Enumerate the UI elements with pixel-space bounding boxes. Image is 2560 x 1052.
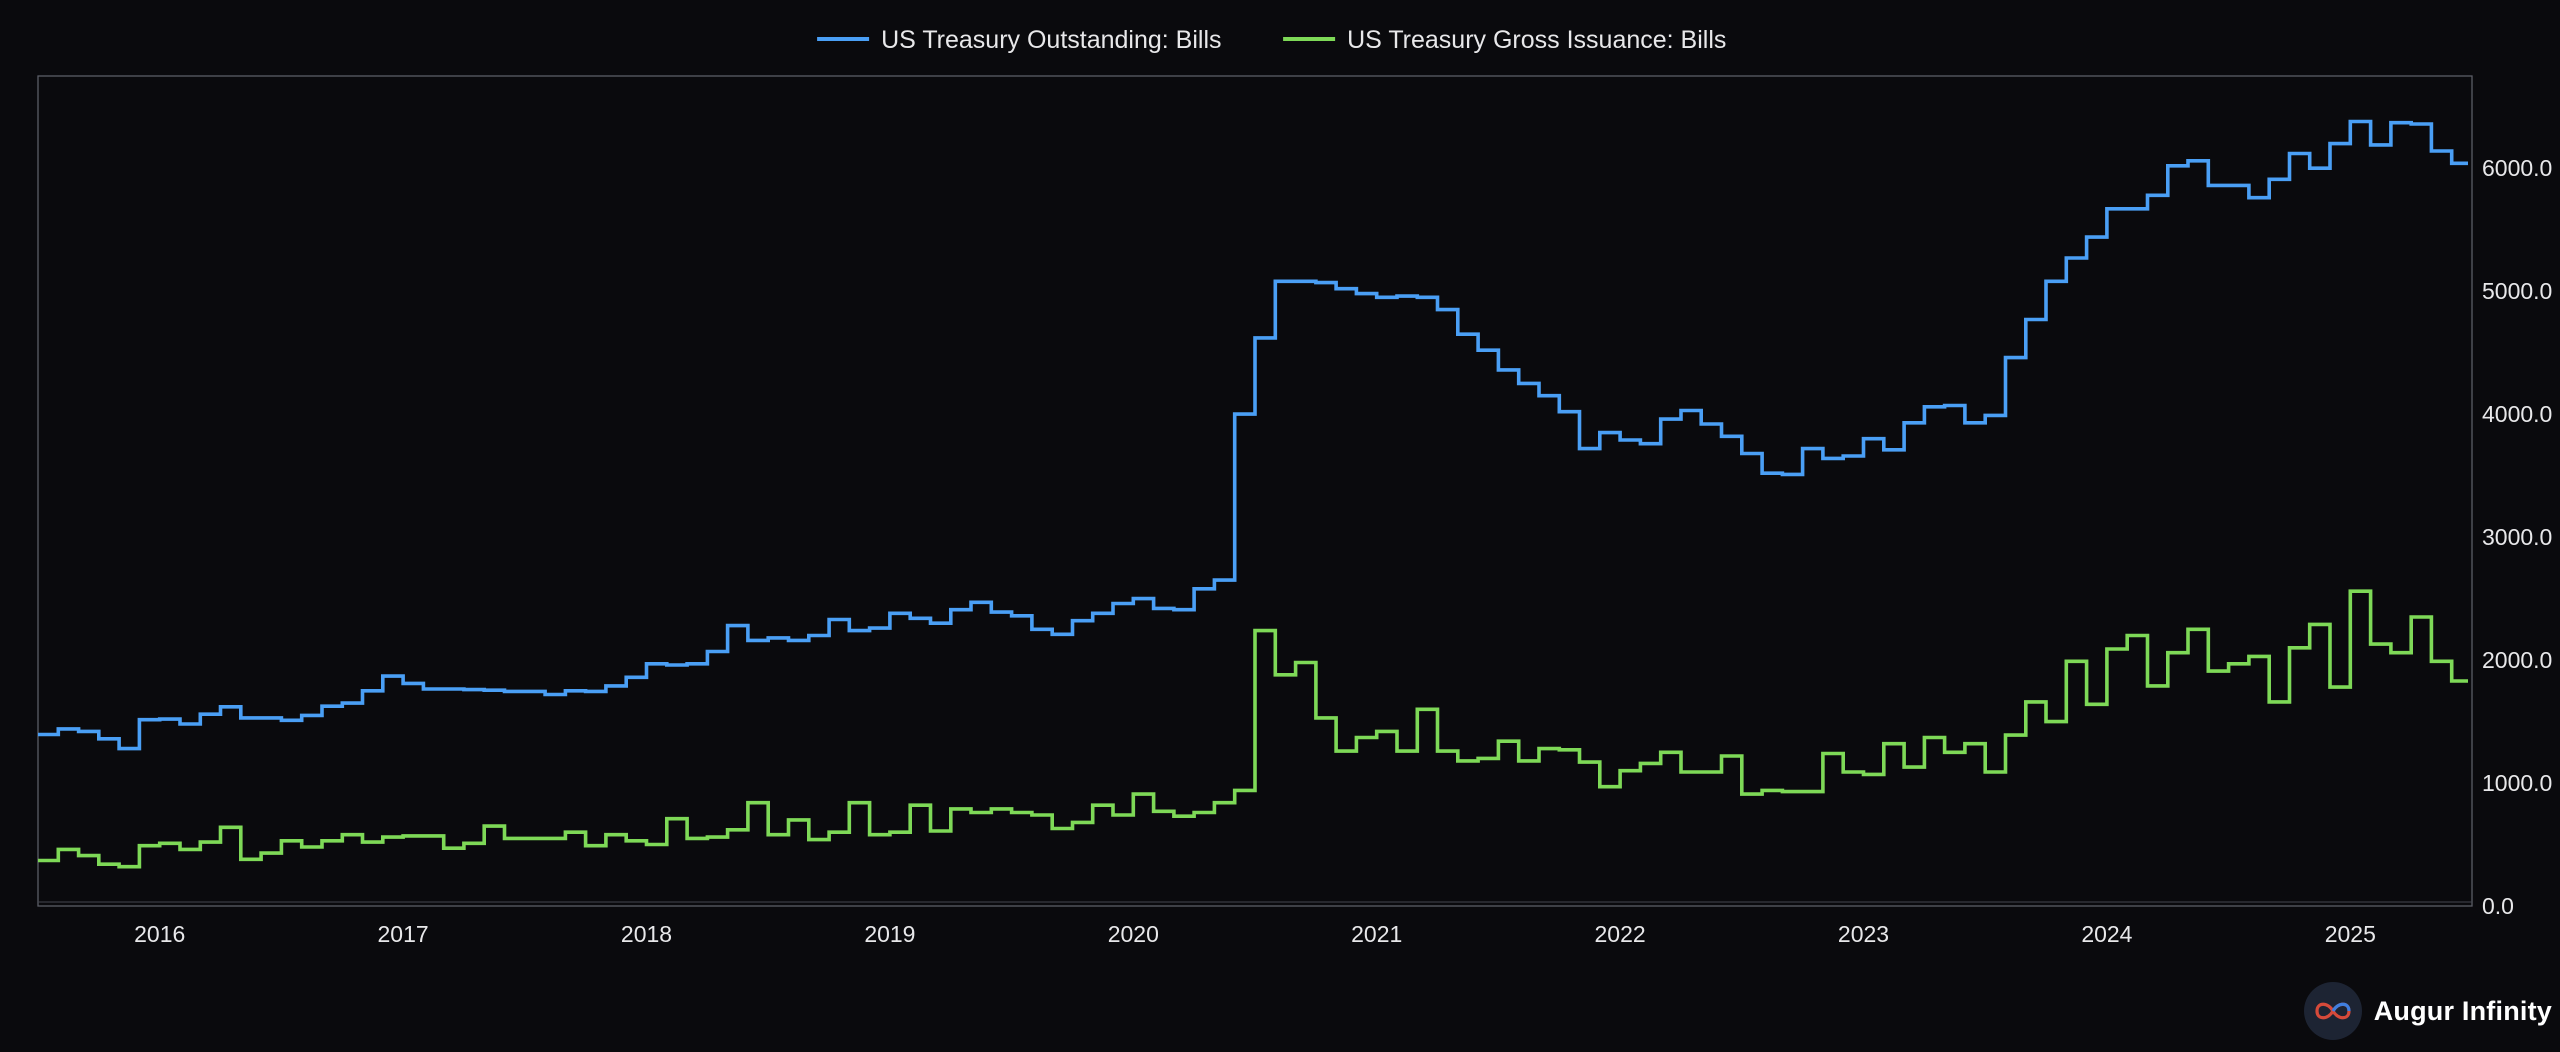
series-layer — [38, 119, 2468, 869]
y-tick-label: 6000.0 — [2482, 155, 2552, 181]
y-tick-label: 1000.0 — [2482, 770, 2552, 796]
y-tick-label: 2000.0 — [2482, 647, 2552, 673]
x-tick-label: 2020 — [1108, 921, 1159, 947]
legend-label: US Treasury Outstanding: Bills — [881, 26, 1221, 54]
x-tick-label: 2024 — [2081, 921, 2132, 947]
x-tick-label: 2021 — [1351, 921, 1402, 947]
y-tick-label: 4000.0 — [2482, 401, 2552, 427]
y-tick-label: 5000.0 — [2482, 278, 2552, 304]
x-axis-ticks: 2016 2017 2018 2019 2020 2021 2022 2023 2024 2025 — [134, 921, 2376, 947]
brand-watermark: Augur Infinity — [2303, 982, 2552, 1040]
plot-border — [37, 75, 2473, 907]
x-tick-label: 2016 — [134, 921, 185, 947]
infinity-logo-icon — [2303, 982, 2362, 1040]
brand-name: Augur Infinity — [2373, 995, 2552, 1026]
x-tick-label: 2019 — [864, 921, 915, 947]
x-tick-label: 2017 — [378, 921, 429, 947]
chart-legend: US Treasury Outstanding: Bills US Treasur… — [817, 26, 1726, 54]
y-axis-ticks: 0.0 1000.0 2000.0 3000.0 4000.0 5000.0 6000.0 — [2482, 155, 2552, 919]
x-tick-label: 2023 — [1838, 921, 1889, 947]
y-tick-label: 3000.0 — [2482, 524, 2552, 550]
plot-frame — [37, 75, 2473, 907]
x-tick-label: 2022 — [1595, 921, 1646, 947]
x-tick-label: 2025 — [2325, 921, 2376, 947]
x-tick-label: 2018 — [621, 921, 672, 947]
series-line-1 — [38, 589, 2468, 869]
y-tick-label: 0.0 — [2482, 893, 2514, 919]
series-line-0 — [38, 119, 2468, 751]
legend-label: US Treasury Gross Issuance: Bills — [1347, 26, 1726, 54]
